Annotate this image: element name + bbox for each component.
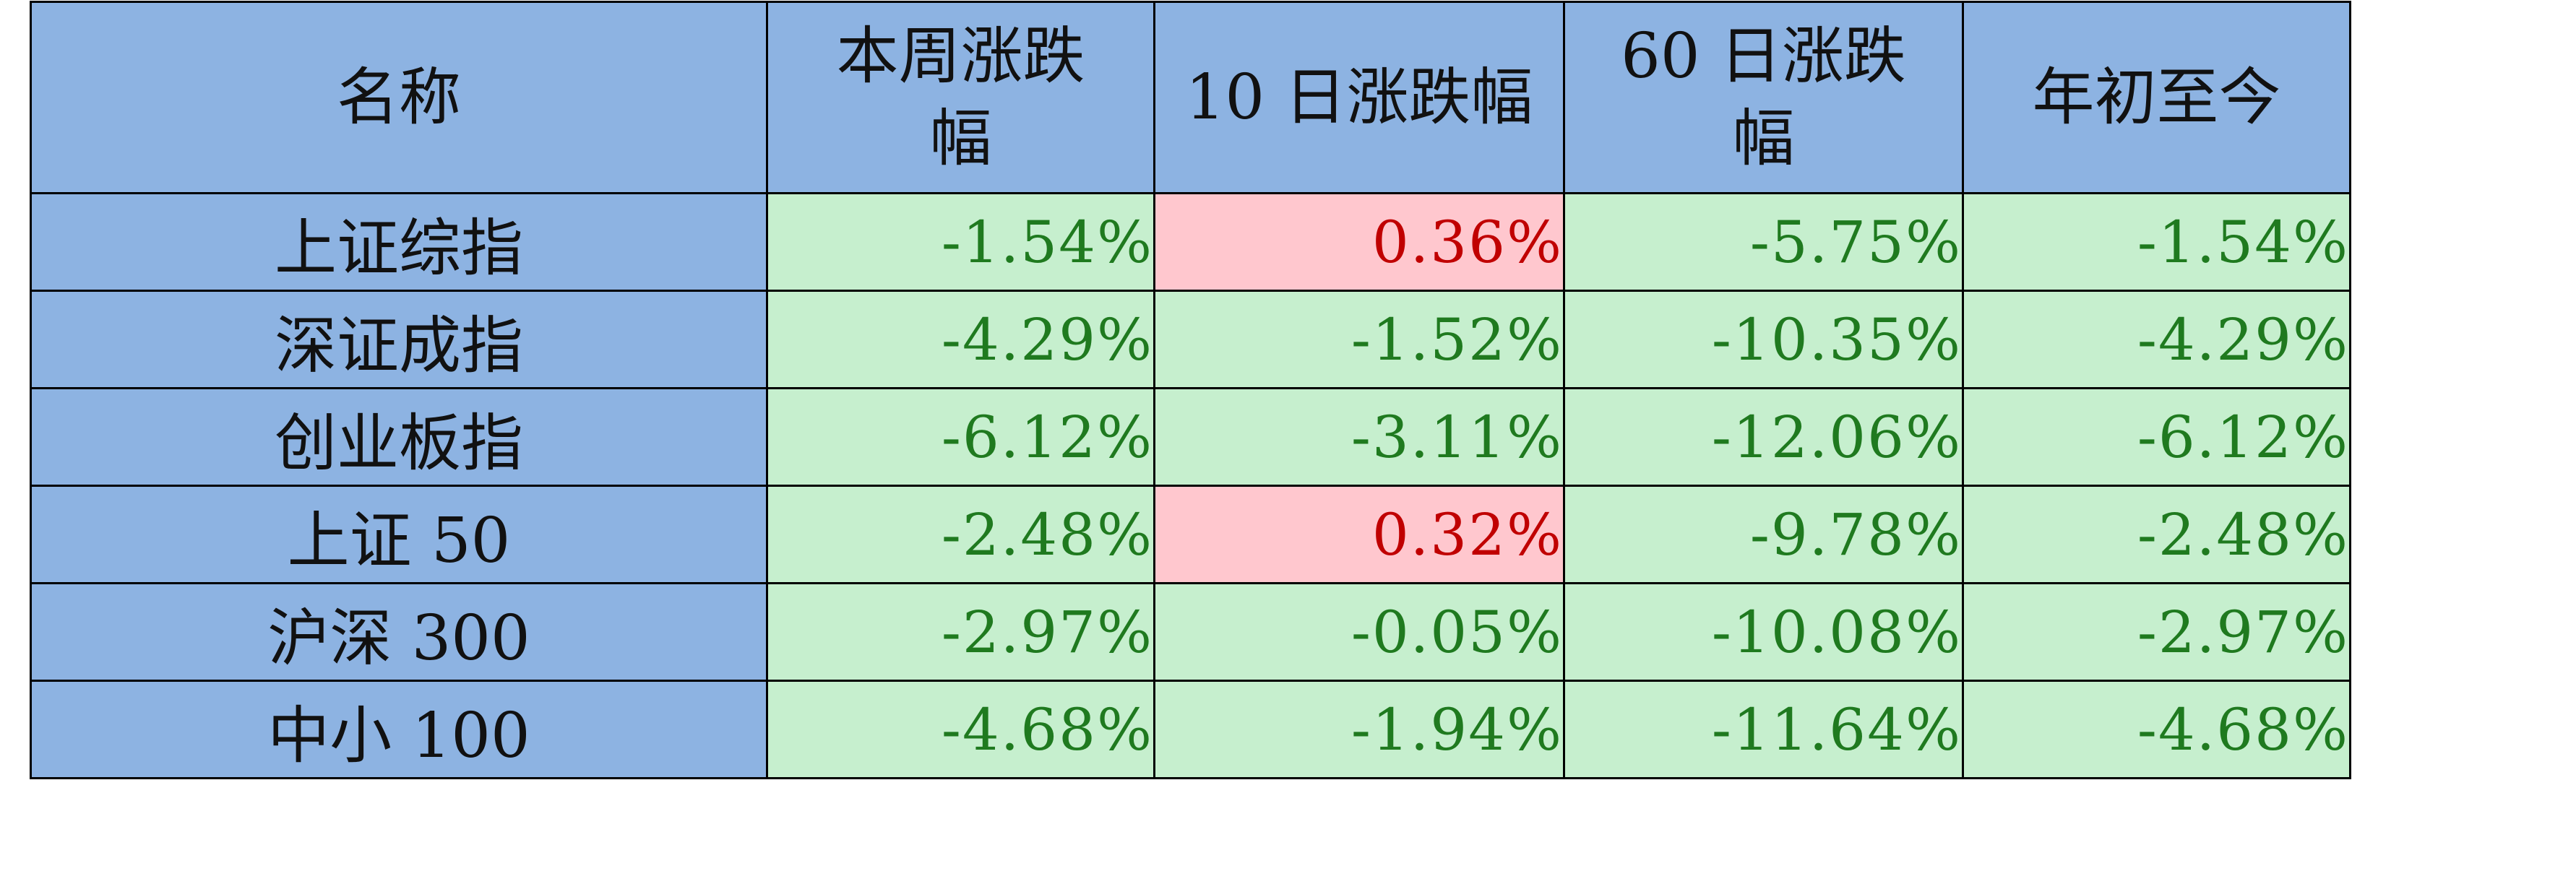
index-name-cell: 创业板指 xyxy=(30,387,768,487)
week-change-cell: -1.54% xyxy=(766,192,1155,292)
ytd-change-cell: -2.97% xyxy=(1962,582,2351,682)
header-60d-change-line1: 60 日涨跌 xyxy=(1621,20,1906,92)
table-row: 创业板指 -6.12% -3.11% -12.06% -6.12% xyxy=(30,387,2351,487)
60d-change-cell: -11.64% xyxy=(1563,680,1964,779)
index-name-cell: 中小 100 xyxy=(30,680,768,779)
week-change-cell: -4.29% xyxy=(766,290,1155,389)
ytd-change-cell: -4.68% xyxy=(1962,680,2351,779)
header-ytd-change: 年初至今 xyxy=(1962,1,2351,194)
week-change-cell: -4.68% xyxy=(766,680,1155,779)
index-name-cell: 深证成指 xyxy=(30,290,768,389)
header-row: 名称 本周涨跌 幅 10 日涨跌幅 60 日涨跌 幅 年初至今 xyxy=(30,1,2351,194)
header-week-change: 本周涨跌 幅 xyxy=(766,1,1155,194)
10d-change-cell: 0.32% xyxy=(1153,485,1565,584)
table-row: 上证综指 -1.54% 0.36% -5.75% -1.54% xyxy=(30,192,2351,292)
ytd-change-cell: -1.54% xyxy=(1962,192,2351,292)
header-60d-change: 60 日涨跌 幅 xyxy=(1563,1,1964,194)
header-name-label: 名称 xyxy=(337,61,461,134)
index-performance-table: 名称 本周涨跌 幅 10 日涨跌幅 60 日涨跌 幅 年初至今 xyxy=(30,1,2351,779)
ytd-change-cell: -4.29% xyxy=(1962,290,2351,389)
week-change-cell: -2.97% xyxy=(766,582,1155,682)
60d-change-cell: -9.78% xyxy=(1563,485,1964,584)
table-row: 中小 100 -4.68% -1.94% -11.64% -4.68% xyxy=(30,680,2351,779)
10d-change-cell: -1.52% xyxy=(1153,290,1565,389)
10d-change-cell: -1.94% xyxy=(1153,680,1565,779)
header-ytd-change-label: 年初至今 xyxy=(2032,61,2281,134)
60d-change-cell: -10.35% xyxy=(1563,290,1964,389)
table-row: 上证 50 -2.48% 0.32% -9.78% -2.48% xyxy=(30,485,2351,584)
60d-change-cell: -5.75% xyxy=(1563,192,1964,292)
header-name: 名称 xyxy=(30,1,768,194)
10d-change-cell: 0.36% xyxy=(1153,192,1565,292)
index-name-cell: 上证 50 xyxy=(30,485,768,584)
week-change-cell: -2.48% xyxy=(766,485,1155,584)
table-row: 沪深 300 -2.97% -0.05% -10.08% -2.97% xyxy=(30,582,2351,682)
table-row: 深证成指 -4.29% -1.52% -10.35% -4.29% xyxy=(30,290,2351,389)
index-name-cell: 沪深 300 xyxy=(30,582,768,682)
60d-change-cell: -12.06% xyxy=(1563,387,1964,487)
ytd-change-cell: -2.48% xyxy=(1962,485,2351,584)
60d-change-cell: -10.08% xyxy=(1563,582,1964,682)
ytd-change-cell: -6.12% xyxy=(1962,387,2351,487)
header-week-change-line1: 本周涨跌 xyxy=(836,20,1085,92)
header-10d-change-label: 10 日涨跌幅 xyxy=(1185,61,1533,134)
10d-change-cell: -3.11% xyxy=(1153,387,1565,487)
index-name-cell: 上证综指 xyxy=(30,192,768,292)
header-week-change-line2: 幅 xyxy=(929,103,992,175)
week-change-cell: -6.12% xyxy=(766,387,1155,487)
header-10d-change: 10 日涨跌幅 xyxy=(1153,1,1565,194)
header-60d-change-line2: 幅 xyxy=(1732,103,1795,175)
10d-change-cell: -0.05% xyxy=(1153,582,1565,682)
